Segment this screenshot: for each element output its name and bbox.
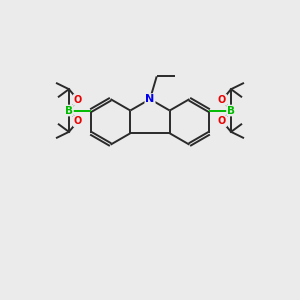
Text: O: O <box>74 116 82 126</box>
Text: O: O <box>218 95 226 105</box>
Text: N: N <box>146 94 154 104</box>
Text: B: B <box>227 106 235 116</box>
Text: O: O <box>74 95 82 105</box>
Text: B: B <box>65 106 73 116</box>
Text: O: O <box>218 116 226 126</box>
